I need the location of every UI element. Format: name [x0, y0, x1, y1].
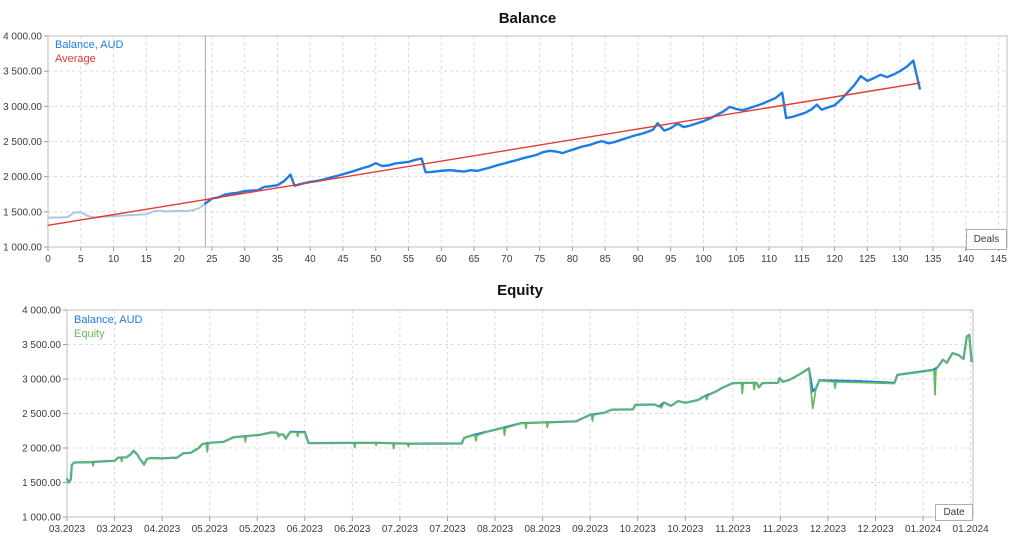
legend-item-equity: Equity: [74, 328, 105, 340]
x-tick-label: 35: [272, 254, 284, 265]
x-tick-label: 12.2023: [857, 524, 894, 535]
plot-border: [66, 309, 974, 518]
x-tick-label: 115: [794, 254, 810, 265]
date-axis-unit-box: Date: [935, 504, 973, 521]
y-tick-label: 1 500.00: [3, 207, 42, 218]
y-tick-label: 4 000.00: [3, 32, 42, 43]
deals-axis-unit-box: Deals: [966, 229, 1007, 250]
x-tick-label: 5: [78, 254, 84, 265]
balance-line: [204, 59, 921, 205]
y-tick-label: 3 000.00: [3, 102, 42, 113]
x-tick-label: 01.2024: [953, 524, 990, 535]
average-line: [47, 82, 921, 227]
x-tick-label: 07.2023: [382, 524, 419, 535]
x-tick-label: 07.2023: [429, 524, 466, 535]
x-tick-label: 03.2023: [96, 524, 133, 535]
x-tick-label: 95: [665, 254, 677, 265]
y-tick-label: 2 500.00: [3, 137, 42, 148]
x-tick-label: 06.2023: [287, 524, 324, 535]
x-tick-label: 0: [45, 254, 51, 265]
x-tick-label: 45: [337, 254, 349, 265]
legend-item-balance: Balance, AUD: [74, 314, 143, 326]
x-tick-label: 08.2023: [477, 524, 514, 535]
balance-chart-title: Balance: [498, 10, 557, 27]
equity-chart-title: Equity: [497, 282, 543, 299]
x-tick-label: 65: [469, 254, 481, 265]
x-tick-label: 130: [892, 254, 909, 265]
equity-line: [66, 333, 973, 484]
x-tick-label: 11.2023: [715, 524, 751, 535]
x-tick-label: 55: [403, 254, 415, 265]
x-tick-label: 05.2023: [192, 524, 229, 535]
y-tick-label: 1 000.00: [22, 513, 61, 524]
y-tick-label: 1 500.00: [22, 478, 61, 489]
equity-chart-legend: Balance, AUD Equity: [74, 313, 142, 341]
x-tick-label: 09.2023: [572, 524, 609, 535]
x-tick-label: 30: [239, 254, 251, 265]
x-tick-label: 01.2024: [905, 524, 942, 535]
x-tick-label: 90: [632, 254, 644, 265]
x-tick-label: 80: [567, 254, 579, 265]
x-tick-label: 10.2023: [667, 524, 704, 535]
x-tick-label: 135: [925, 254, 942, 265]
x-tick-label: 25: [206, 254, 218, 265]
x-tick-label: 11.2023: [763, 524, 799, 535]
x-tick-label: 75: [534, 254, 546, 265]
plot-border: [47, 35, 1008, 248]
y-tick-label: 1 000.00: [3, 243, 42, 254]
x-tick-label: 20: [174, 254, 186, 265]
x-tick-label: 05.2023: [239, 524, 276, 535]
y-tick-label: 3 500.00: [22, 340, 61, 351]
x-tick-label: 100: [695, 254, 712, 265]
x-tick-label: 50: [370, 254, 382, 265]
legend-item-average: Average: [55, 53, 96, 65]
balance-chart-legend: Balance, AUD Average: [55, 38, 123, 66]
y-tick-label: 2 000.00: [22, 444, 61, 455]
balance-line: [65, 333, 973, 484]
x-tick-label: 60: [436, 254, 448, 265]
x-tick-label: 145: [990, 254, 1007, 265]
legend-item-balance: Balance, AUD: [55, 39, 124, 51]
x-tick-label: 140: [957, 254, 974, 265]
y-tick-label: 2 000.00: [3, 172, 42, 183]
x-tick-label: 15: [141, 254, 153, 265]
y-tick-label: 3 500.00: [3, 67, 42, 78]
x-tick-label: 120: [826, 254, 843, 265]
x-tick-label: 125: [859, 254, 876, 265]
y-tick-label: 4 000.00: [22, 306, 61, 317]
x-tick-label: 110: [761, 254, 777, 265]
x-tick-label: 04.2023: [144, 524, 181, 535]
x-tick-label: 03.2023: [49, 524, 86, 535]
y-tick-label: 3 000.00: [22, 375, 61, 386]
x-tick-label: 40: [305, 254, 317, 265]
x-tick-label: 10: [108, 254, 120, 265]
y-tick-label: 2 500.00: [22, 409, 61, 420]
x-tick-label: 70: [501, 254, 513, 265]
x-tick-label: 12.2023: [810, 524, 847, 535]
x-tick-label: 105: [728, 254, 745, 265]
x-tick-label: 10.2023: [620, 524, 657, 535]
x-tick-label: 85: [600, 254, 612, 265]
x-tick-label: 06.2023: [334, 524, 371, 535]
balance-history-line: [47, 202, 207, 219]
x-tick-label: 08.2023: [525, 524, 562, 535]
